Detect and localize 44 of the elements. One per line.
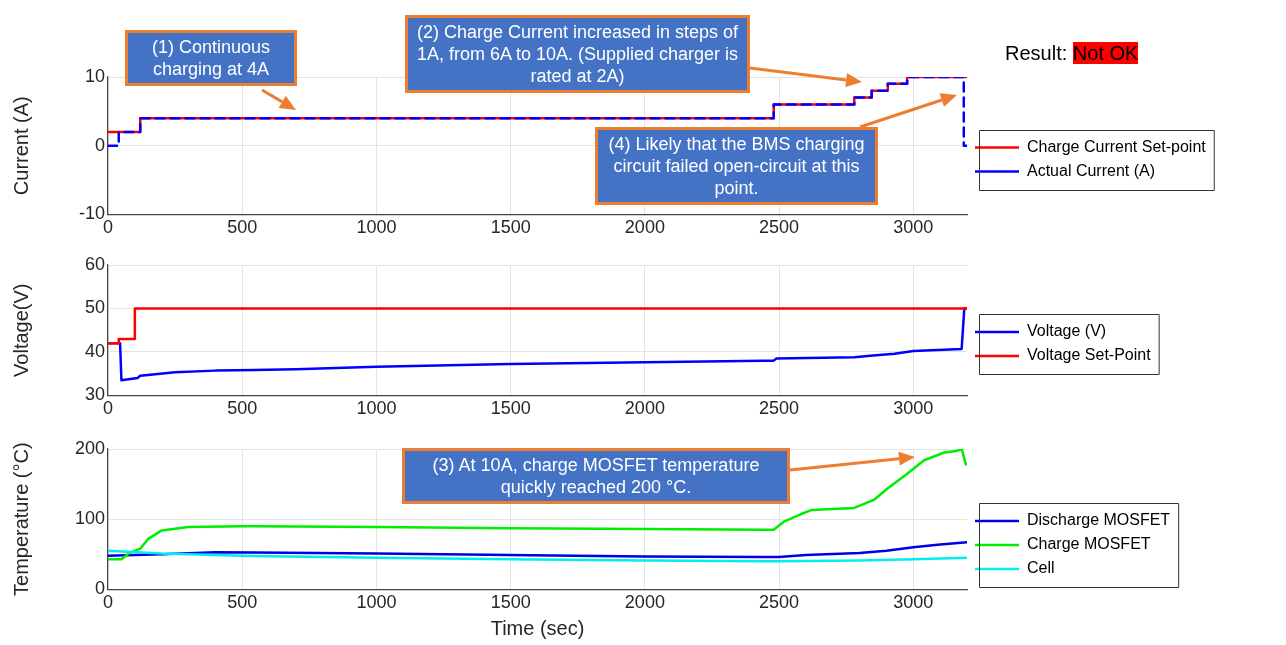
x-tick-label: 2500 xyxy=(759,592,800,613)
y-tick-label: -10 xyxy=(78,203,105,224)
x-tick-label: 1000 xyxy=(356,592,397,613)
y-axis-title: Voltage(V) xyxy=(9,283,32,377)
legend-label: Discharge MOSFET xyxy=(1027,511,1171,529)
y-tick-label: 50 xyxy=(84,297,105,318)
y-tick-label: 200 xyxy=(74,437,105,458)
x-axis-title: Time (sec) xyxy=(490,616,585,639)
legend-label: Voltage (V) xyxy=(1027,322,1107,340)
y-tick-label: 60 xyxy=(84,253,105,274)
y-tick-label: 10 xyxy=(84,65,105,86)
x-tick-label: 2000 xyxy=(624,398,665,419)
y-tick-label: 40 xyxy=(84,340,105,361)
x-tick-label: 500 xyxy=(227,592,258,613)
x-tick-label: 3000 xyxy=(893,592,934,613)
callout: (1) Continuous charging at 4A xyxy=(125,30,297,86)
y-axis-title: Current (A) xyxy=(9,96,32,196)
x-tick-label: 1500 xyxy=(490,592,531,613)
callout: (4) Likely that the BMS charging circuit failed open-circuit at this point. xyxy=(595,127,878,205)
x-tick-label: 1500 xyxy=(490,217,531,238)
y-tick-label: 0 xyxy=(94,578,105,599)
x-tick-label: 3000 xyxy=(893,398,934,419)
y-tick-label: 0 xyxy=(94,134,105,155)
x-tick-label: 2000 xyxy=(624,592,665,613)
legend-label: Voltage Set-Point xyxy=(1027,346,1152,364)
y-tick-label: 100 xyxy=(74,508,105,529)
x-tick-label: 3000 xyxy=(893,217,934,238)
x-tick-label: 2500 xyxy=(759,398,800,419)
legend-label: Charge MOSFET xyxy=(1027,535,1151,553)
text: Result: Not OK xyxy=(1005,42,1139,65)
legend-label: Charge Current Set-point xyxy=(1027,137,1207,155)
x-tick-label: 500 xyxy=(227,398,258,419)
x-tick-label: 500 xyxy=(227,217,258,238)
callout: (2) Charge Current increased in steps of 1A, from 6A to 10A. (Supplied charger is rated at 2A) xyxy=(405,15,750,93)
x-tick-label: 1500 xyxy=(490,398,531,419)
x-tick-label: 2500 xyxy=(759,217,800,238)
y-axis-title: Temperature (°C) xyxy=(9,442,32,596)
callout: (3) At 10A, charge MOSFET temperature quickly reached 200 °C. xyxy=(402,448,790,504)
x-tick-label: 1000 xyxy=(356,217,397,238)
x-tick-label: 2000 xyxy=(624,217,665,238)
legend-label: Actual Current (A) xyxy=(1027,161,1156,179)
y-tick-label: 30 xyxy=(84,384,105,405)
x-tick-label: 1000 xyxy=(356,398,397,419)
legend-label: Cell xyxy=(1027,559,1055,577)
